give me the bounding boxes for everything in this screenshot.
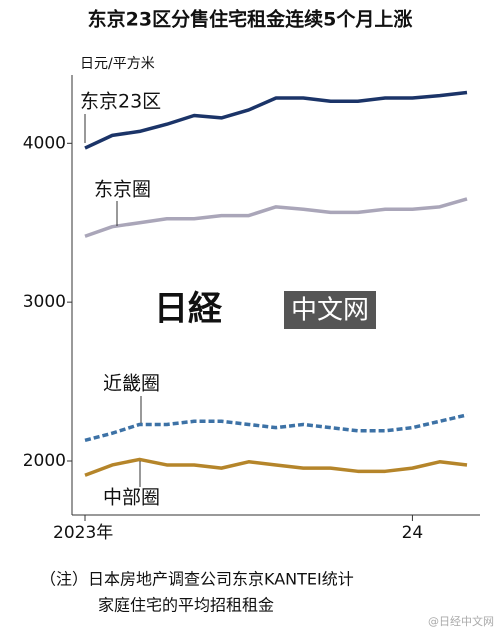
series-label: 东京23区 bbox=[80, 91, 161, 113]
x-tick-label: 2023年 bbox=[53, 523, 113, 543]
y-tick-label: 2000 bbox=[23, 451, 66, 471]
series-label: 东京圈 bbox=[94, 179, 151, 201]
credit: @日经中文网 bbox=[428, 614, 494, 628]
x-tick-label: 24 bbox=[402, 523, 424, 543]
series-line bbox=[84, 413, 468, 443]
series-line bbox=[84, 90, 468, 150]
series-label: 中部圈 bbox=[103, 487, 160, 509]
y-tick-label: 4000 bbox=[23, 133, 66, 153]
logo: 日経 中文网 bbox=[154, 289, 376, 329]
series-label: 近畿圈 bbox=[103, 373, 160, 395]
chart-title: 东京23区分售住宅租金连续5个月上涨 bbox=[88, 8, 413, 31]
series-line bbox=[84, 457, 468, 477]
note-line: 家庭住宅的平均招租租金 bbox=[98, 596, 274, 615]
logo-box bbox=[284, 291, 376, 329]
logo-mark: 日経 bbox=[154, 289, 223, 329]
y-axis-label: 日元/平方米 bbox=[80, 56, 155, 72]
note-line: （注）日本房地产调查公司东京KANTEI统计 bbox=[40, 570, 354, 589]
y-tick-label: 3000 bbox=[23, 292, 66, 312]
logo-text: 中文网 bbox=[291, 296, 369, 326]
series-line bbox=[84, 197, 468, 238]
